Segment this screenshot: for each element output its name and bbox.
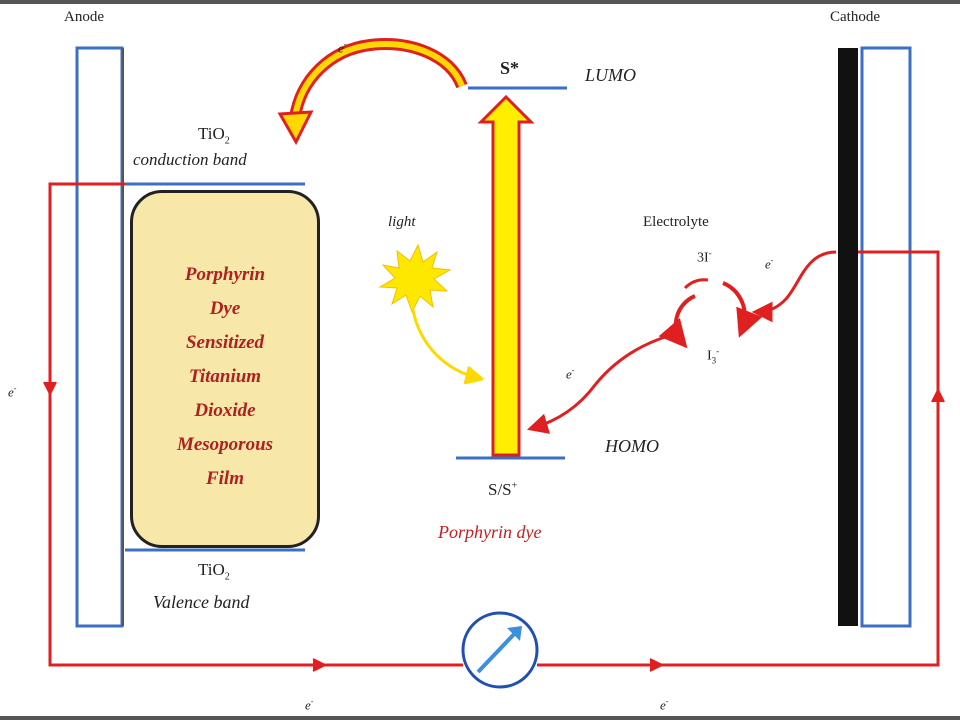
tio2-subscript-vb: 2 bbox=[224, 571, 230, 583]
e-sup: - bbox=[310, 697, 314, 706]
cathode-label: Cathode bbox=[830, 9, 880, 25]
load-meter-needle bbox=[476, 628, 520, 674]
e-text: e bbox=[566, 366, 572, 382]
injection-arrow-fill bbox=[292, 41, 465, 119]
bottom-border bbox=[0, 716, 960, 720]
tio2-text-vb: TiO bbox=[198, 560, 225, 579]
wire-arrow-right-1 bbox=[312, 658, 328, 672]
three-i-superscript: - bbox=[708, 248, 712, 258]
three-i-text: 3I bbox=[697, 250, 709, 266]
e-sup: - bbox=[343, 40, 347, 49]
mesoporous-film: Porphyrin Dye Sensitized Titanium Dioxid… bbox=[130, 190, 320, 548]
i3-superscript: - bbox=[716, 346, 720, 356]
top-border bbox=[0, 0, 960, 4]
film-line: Film bbox=[205, 468, 244, 489]
electron-label-left-wire: e- bbox=[8, 384, 16, 400]
electron-label-bottom-2: e- bbox=[660, 697, 668, 713]
e-text: e bbox=[305, 697, 311, 713]
s-s-text: S/S bbox=[488, 480, 512, 499]
s-s-superscript: + bbox=[511, 480, 518, 492]
injection-arrow-head bbox=[277, 110, 314, 146]
redox-arc-right bbox=[722, 281, 763, 338]
film-line: Porphyrin bbox=[184, 264, 266, 285]
conduction-band-label: conduction band bbox=[133, 150, 247, 169]
i3-text: I bbox=[707, 348, 712, 364]
e-sup: - bbox=[571, 366, 575, 375]
e-text: e bbox=[8, 384, 14, 400]
i3-subscript: 3 bbox=[711, 355, 717, 366]
excitation-arrow bbox=[477, 94, 535, 457]
redox-arc-left bbox=[658, 294, 696, 349]
film-line: Sensitized bbox=[185, 332, 265, 353]
s-s-plus-label: S/S+ bbox=[488, 480, 517, 500]
tio2-conduction-label: TiO2 bbox=[198, 124, 230, 146]
electrolyte-to-dye-arrow bbox=[526, 334, 669, 434]
valence-band-label: Valence band bbox=[153, 592, 250, 612]
circuit-wire-right bbox=[537, 250, 940, 667]
three-i-label: 3I- bbox=[697, 248, 712, 267]
cathode-black-layer bbox=[838, 48, 858, 626]
electrolyte-label: Electrolyte bbox=[643, 214, 709, 230]
homo-label: HOMO bbox=[605, 436, 659, 456]
wire-arrow-right-2 bbox=[649, 658, 665, 672]
electron-label-bottom-1: e- bbox=[305, 697, 313, 713]
wire-arrow-down bbox=[43, 381, 57, 397]
light-arrow bbox=[411, 309, 478, 378]
tio2-subscript: 2 bbox=[224, 135, 230, 147]
e-sup: - bbox=[770, 256, 774, 265]
e-sup: - bbox=[13, 384, 17, 393]
load-meter-needle-head bbox=[507, 626, 522, 641]
wire-arrow-up bbox=[931, 387, 945, 403]
light-label: light bbox=[388, 214, 416, 230]
redox-arc-top bbox=[683, 278, 709, 290]
sun-icon bbox=[378, 243, 452, 314]
e-text: e bbox=[660, 697, 666, 713]
film-line: Dye bbox=[209, 298, 241, 319]
cathode-electrode bbox=[860, 46, 912, 628]
electron-label-injection: e- bbox=[338, 40, 346, 56]
e-text: e bbox=[338, 40, 344, 56]
film-line: Dioxide bbox=[194, 400, 256, 421]
porphyrin-dye-label: Porphyrin dye bbox=[438, 522, 542, 542]
i3-label: I3- bbox=[707, 346, 719, 365]
s-star-label: S* bbox=[500, 58, 520, 78]
e-sup: - bbox=[665, 697, 669, 706]
film-text: Porphyrin Dye Sensitized Titanium Dioxid… bbox=[133, 258, 317, 496]
electron-label-cathode: e- bbox=[765, 256, 773, 272]
tio2-text: TiO bbox=[198, 124, 225, 143]
film-line: Mesoporous bbox=[176, 434, 274, 455]
cathode-to-electrolyte-arrow bbox=[751, 250, 837, 323]
film-line: Titanium bbox=[188, 366, 262, 387]
tio2-valence-label: TiO2 bbox=[198, 560, 230, 582]
electron-label-electrolyte: e- bbox=[566, 366, 574, 382]
anode-label: Anode bbox=[64, 9, 104, 25]
circuit-wire-left bbox=[48, 182, 463, 667]
e-text: e bbox=[765, 256, 771, 272]
anode-electrode bbox=[75, 46, 124, 628]
lumo-label: LUMO bbox=[585, 65, 637, 85]
